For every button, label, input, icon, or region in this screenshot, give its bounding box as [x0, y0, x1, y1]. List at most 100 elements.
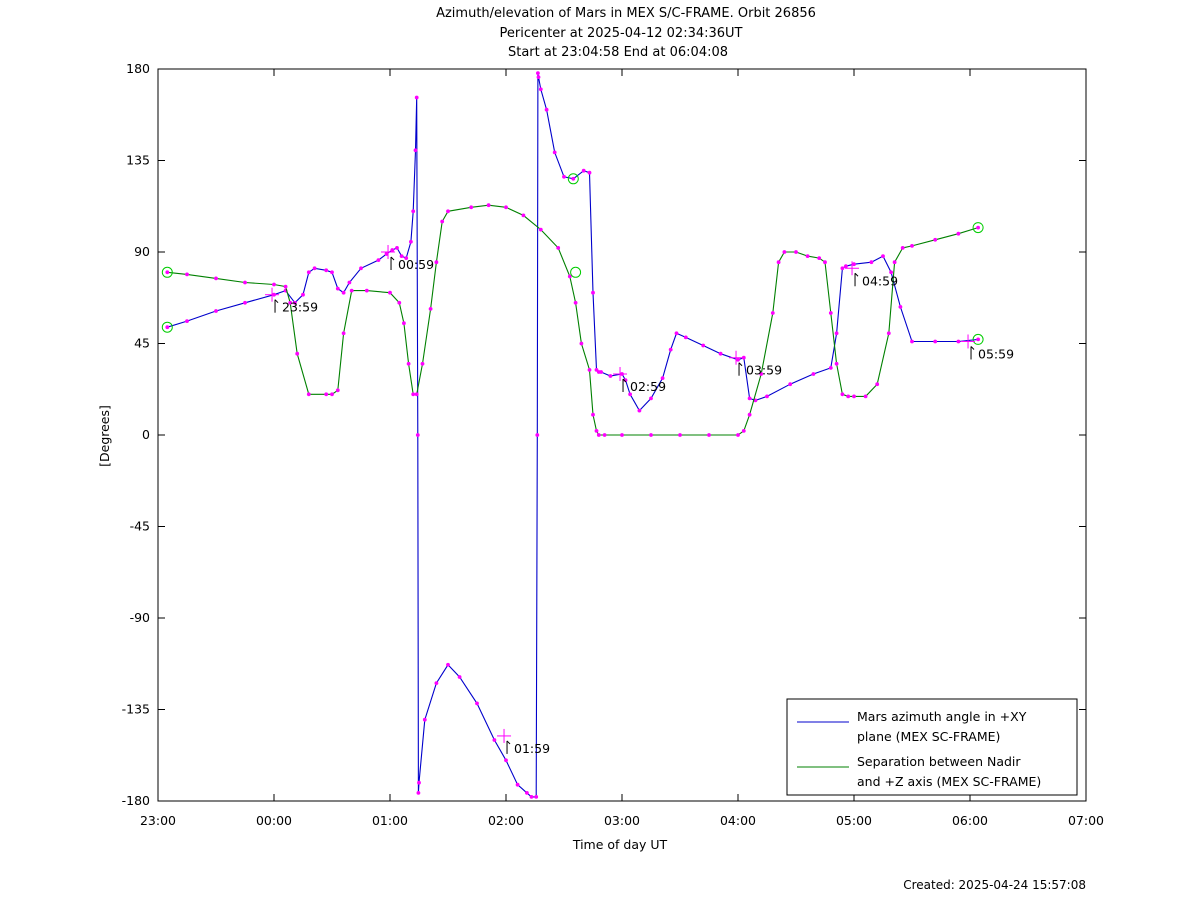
data-point-marker — [420, 361, 425, 366]
series-layer — [161, 71, 984, 799]
endpoint-marker — [161, 266, 173, 278]
data-point-marker — [409, 239, 413, 244]
time-annotation: 02:59 — [613, 367, 666, 394]
data-point-marker — [341, 290, 346, 295]
data-point-marker — [628, 392, 632, 397]
data-point-marker — [446, 209, 450, 214]
data-point-marker — [846, 394, 851, 399]
data-point-marker — [823, 260, 827, 265]
data-point-marker — [388, 290, 392, 295]
data-point-marker — [384, 252, 389, 256]
data-point-marker — [330, 392, 334, 397]
series-separation — [161, 203, 984, 437]
data-point-marker — [747, 412, 752, 417]
y-tick-label: -90 — [130, 610, 150, 625]
data-point-marker — [587, 170, 592, 175]
y-tick-label: 180 — [126, 61, 150, 76]
data-point-marker — [536, 71, 540, 75]
y-tick-label: 90 — [134, 244, 150, 259]
data-point-marker — [794, 250, 798, 254]
data-point-marker — [335, 286, 340, 291]
data-point-marker — [422, 717, 427, 722]
data-point-marker — [892, 260, 897, 265]
data-point-marker — [544, 107, 549, 112]
x-axis-tick-labels: 23:00 00:00 01:00 02:00 03:00 04:00 05:00 06:00… — [140, 813, 1104, 828]
endpoint-marker — [972, 222, 984, 234]
data-point-marker — [324, 392, 329, 397]
data-point-marker — [608, 374, 613, 378]
data-point-marker — [288, 300, 293, 305]
data-point-marker — [637, 408, 642, 413]
data-point-marker — [457, 675, 462, 679]
y-tick-label: -135 — [122, 702, 150, 717]
x-tick-label: 02:00 — [488, 813, 524, 828]
data-point-marker — [529, 795, 534, 799]
data-point-marker — [446, 662, 450, 667]
data-point-marker — [811, 372, 816, 376]
data-point-marker — [805, 254, 810, 258]
data-point-marker — [587, 368, 592, 372]
data-point-marker — [324, 268, 329, 273]
created-footer: Created: 2025-04-24 15:57:08 — [903, 878, 1086, 892]
data-point-marker — [678, 433, 682, 437]
y-tick-label: 0 — [142, 427, 150, 442]
series-line — [167, 73, 979, 798]
data-point-marker — [406, 361, 411, 366]
data-point-marker — [411, 209, 416, 214]
endpoint-marker — [972, 333, 984, 345]
data-point-marker — [567, 274, 572, 279]
title-line-1: Azimuth/elevation of Mars in MEX S/C-FRA… — [436, 6, 816, 21]
x-tick-label: 00:00 — [256, 813, 292, 828]
endpoint-marker — [161, 321, 173, 333]
data-point-marker — [376, 258, 381, 262]
pericenter-markers — [567, 173, 582, 278]
data-point-marker — [395, 246, 399, 250]
data-point-marker — [765, 394, 769, 399]
axis-ticks — [157, 68, 1087, 802]
x-tick-label: 06:00 — [952, 813, 988, 828]
data-point-marker — [840, 266, 845, 271]
data-point-marker — [347, 280, 352, 285]
data-point-marker — [301, 292, 305, 297]
annotation-tick — [738, 362, 743, 367]
data-point-marker — [185, 319, 189, 323]
data-point-marker — [900, 246, 905, 250]
legend: Mars azimuth angle in +XY plane (MEX SC-… — [786, 698, 1078, 796]
time-annotations: 23:59 00:59 01:59 02:59 03:59 04:59 05:59 — [265, 245, 1014, 756]
data-point-marker — [976, 225, 980, 230]
data-point-marker — [683, 335, 688, 340]
annotation-tick — [274, 299, 279, 304]
data-point-marker — [620, 433, 624, 437]
data-point-marker — [364, 288, 369, 293]
legend-label-azimuth-line-1: Mars azimuth angle in +XY — [857, 709, 1027, 724]
data-point-marker — [283, 284, 288, 289]
data-point-marker — [428, 307, 433, 311]
series-azimuth — [161, 71, 984, 799]
x-tick-label: 01:00 — [372, 813, 408, 828]
data-point-marker — [165, 325, 170, 330]
data-point-marker — [417, 780, 421, 785]
data-point-marker — [390, 248, 395, 252]
data-point-marker — [335, 388, 340, 393]
data-point-marker — [415, 433, 420, 437]
annotation-label: 05:59 — [978, 346, 1014, 361]
y-tick-label: 135 — [126, 153, 150, 168]
data-point-marker — [701, 343, 706, 348]
time-annotation: 04:59 — [845, 261, 898, 288]
legend-box — [786, 698, 1078, 796]
data-point-marker — [440, 219, 445, 224]
data-point-marker — [536, 75, 541, 79]
annotation-label: 04:59 — [862, 273, 898, 288]
data-point-marker — [649, 433, 653, 437]
data-point-marker — [414, 95, 419, 100]
y-axis-tick-labels: 180 135 90 45 0 -45 -90 -135 -180 — [122, 61, 150, 808]
data-point-marker — [486, 203, 491, 208]
x-tick-label: 23:00 — [140, 813, 176, 828]
data-point-marker — [413, 148, 418, 153]
data-point-marker — [399, 254, 404, 258]
data-point-marker — [581, 168, 586, 173]
data-point-marker — [736, 357, 740, 362]
data-point-marker — [852, 262, 856, 267]
data-point-marker — [910, 339, 914, 344]
data-point-marker — [272, 282, 276, 287]
